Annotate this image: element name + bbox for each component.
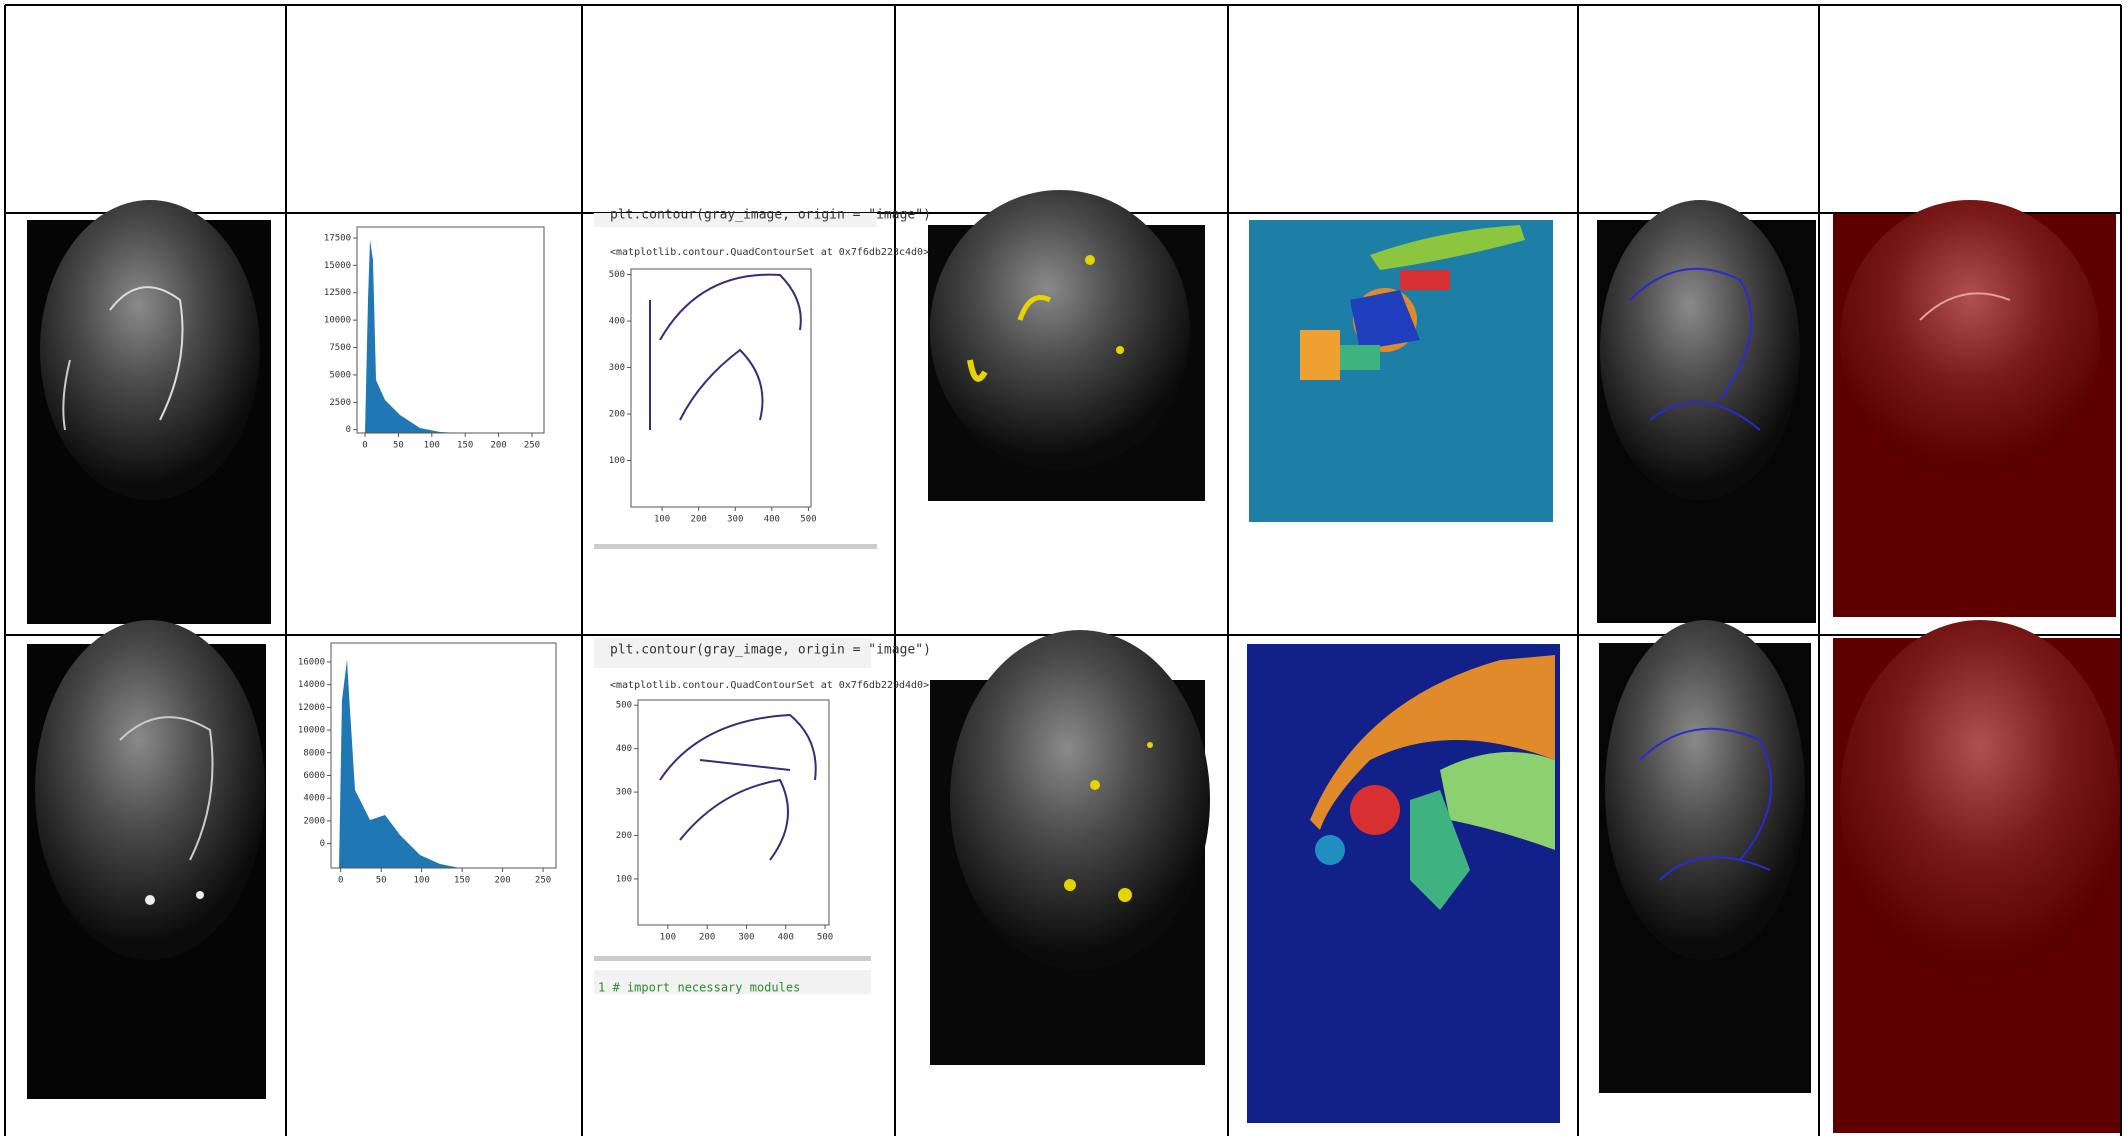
y-tick-label: 100: [609, 456, 625, 466]
x-tick-label: 200: [490, 441, 506, 451]
y-tick-label: 15000: [324, 261, 351, 271]
y-tick-label: 400: [616, 744, 632, 754]
x-tick-label: 150: [454, 876, 470, 886]
y-tick-label: 12000: [298, 703, 325, 713]
y-tick-label: 14000: [298, 680, 325, 690]
x-tick-label: 0: [338, 876, 343, 886]
y-tick-label: 5000: [329, 370, 351, 380]
y-tick-label: 17500: [324, 233, 351, 243]
page: plt.contour(gray_image, origin = "image"…: [0, 0, 2127, 1136]
mri-image: [928, 190, 1205, 501]
y-tick-label: 300: [609, 363, 625, 373]
x-tick-label: 300: [727, 515, 743, 525]
x-tick-label: 100: [660, 933, 676, 943]
x-tick-label: 200: [691, 515, 707, 525]
figure-table: plt.contour(gray_image, origin = "image"…: [0, 0, 2127, 1136]
code-output: <matplotlib.contour.QuadContourSet at 0x…: [610, 680, 929, 691]
y-tick-label: 10000: [298, 726, 325, 736]
y-tick-label: 500: [616, 701, 632, 711]
mri-image: [930, 630, 1210, 1065]
y-tick-label: 200: [609, 410, 625, 420]
x-tick-label: 0: [362, 441, 367, 451]
x-tick-label: 50: [376, 876, 387, 886]
y-tick-label: 200: [616, 831, 632, 841]
overlay-image: [1833, 620, 2120, 1133]
segmentation-image: [1249, 220, 1553, 522]
y-tick-label: 300: [616, 788, 632, 798]
x-tick-label: 100: [414, 876, 430, 886]
y-tick-label: 500: [609, 270, 625, 280]
y-tick-label: 10000: [324, 316, 351, 326]
y-tick-label: 2500: [329, 398, 351, 408]
y-tick-label: 400: [609, 317, 625, 327]
code-line: 1 # import necessary modules: [598, 981, 800, 995]
x-tick-label: 500: [800, 515, 816, 525]
x-tick-label: 200: [494, 876, 510, 886]
y-tick-label: 0: [346, 425, 351, 435]
x-tick-label: 100: [424, 441, 440, 451]
y-tick-label: 6000: [303, 771, 325, 781]
edge-image: [1599, 620, 1811, 1093]
y-tick-label: 16000: [298, 657, 325, 667]
overlay-image: [1833, 200, 2116, 617]
y-tick-label: 12500: [324, 288, 351, 298]
segmentation-image: [1247, 644, 1560, 1123]
x-tick-label: 250: [524, 441, 540, 451]
x-tick-label: 400: [778, 933, 794, 943]
y-tick-label: 100: [616, 874, 632, 884]
x-tick-label: 300: [738, 933, 754, 943]
x-tick-label: 250: [535, 876, 551, 886]
code-output: <matplotlib.contour.QuadContourSet at 0x…: [610, 247, 929, 258]
y-tick-label: 8000: [303, 748, 325, 758]
code-line: plt.contour(gray_image, origin = "image"…: [610, 643, 931, 658]
cell-divider: [594, 544, 877, 549]
mri-image: [27, 620, 266, 1099]
mri-image: [27, 200, 271, 624]
x-tick-label: 200: [699, 933, 715, 943]
edge-image: [1597, 200, 1816, 623]
x-tick-label: 150: [457, 441, 473, 451]
y-tick-label: 4000: [303, 794, 325, 804]
x-tick-label: 50: [393, 441, 404, 451]
cell-divider: [594, 956, 871, 961]
y-tick-label: 0: [320, 839, 325, 849]
y-tick-label: 7500: [329, 343, 351, 353]
x-tick-label: 400: [764, 515, 780, 525]
code-line: plt.contour(gray_image, origin = "image"…: [610, 208, 931, 223]
x-tick-label: 100: [654, 515, 670, 525]
x-tick-label: 500: [817, 933, 833, 943]
y-tick-label: 2000: [303, 816, 325, 826]
